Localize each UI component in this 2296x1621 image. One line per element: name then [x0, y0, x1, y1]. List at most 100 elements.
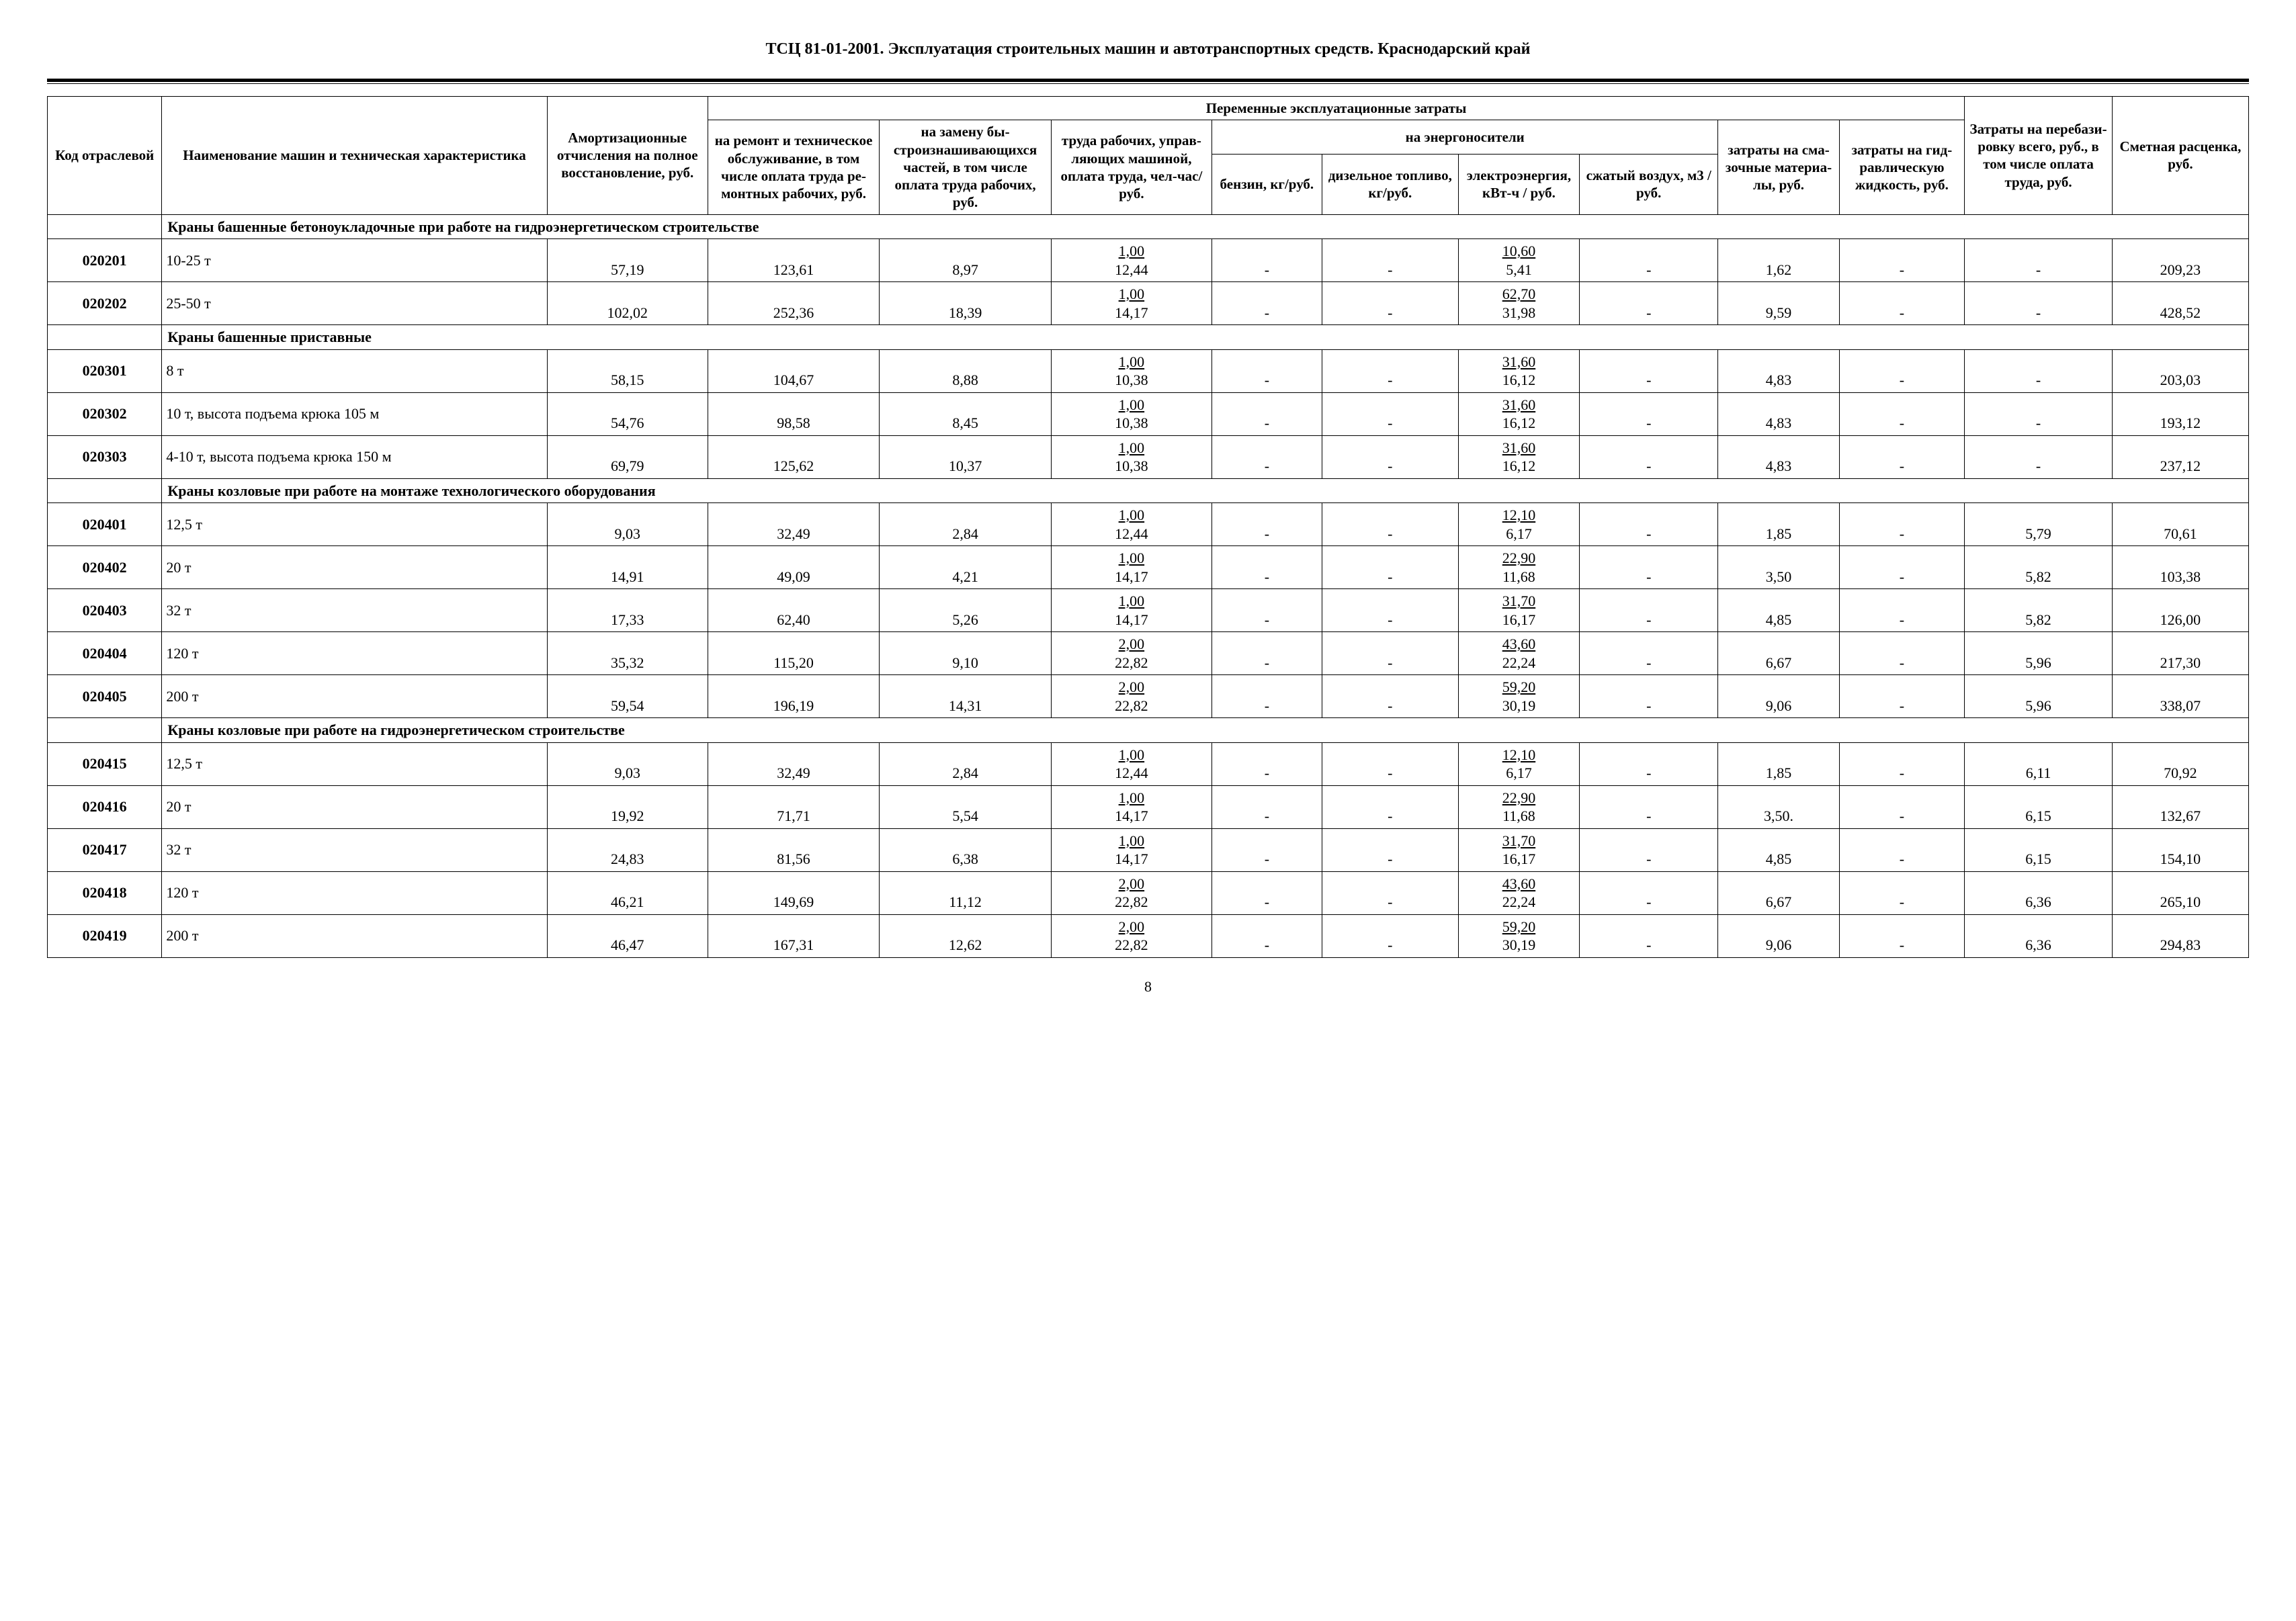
cell-stacked: 1,0010,38 — [1051, 435, 1211, 478]
cell-dash: - — [1322, 871, 1458, 914]
cell-dash: - — [1580, 546, 1718, 589]
th-electro: электро­энергия, кВт-ч / руб. — [1458, 155, 1579, 214]
cell-dash: - — [1580, 503, 1718, 546]
th-air: сжатый воздух, м3 / руб. — [1580, 155, 1718, 214]
cell-stacked: 1,0010,38 — [1051, 349, 1211, 392]
cell-dash: - — [1965, 282, 2112, 325]
section-row: Краны козловые при работе на монтаже тех… — [48, 478, 2249, 503]
cell-est: 193,12 — [2112, 392, 2248, 435]
cell-lube: 9,06 — [1718, 914, 1839, 957]
cell-name: 200 т — [162, 914, 547, 957]
cell-dash: - — [1322, 239, 1458, 282]
th-name: Наименование машин и техниче­ская характ… — [162, 97, 547, 215]
th-repair: на ремонт и техническое обслужива­ние, в… — [708, 120, 880, 214]
cell-dash: - — [1322, 435, 1458, 478]
cell-est: 70,61 — [2112, 503, 2248, 546]
cell-amort: 19,92 — [547, 785, 708, 828]
cell-dash: - — [1322, 282, 1458, 325]
cell-repair: 196,19 — [708, 675, 880, 718]
cell-stacked: 1,0012,44 — [1051, 239, 1211, 282]
table-row: 020419200 т46,47167,3112,622,0022,82--59… — [48, 914, 2249, 957]
cell-stacked: 2,0022,82 — [1051, 914, 1211, 957]
cell-lube: 4,85 — [1718, 589, 1839, 632]
cell-code: 020417 — [48, 828, 162, 871]
cell-dash: - — [1839, 871, 1965, 914]
cell-wear: 9,10 — [880, 632, 1052, 675]
cell-dash: - — [1839, 282, 1965, 325]
cell-dash: - — [1839, 742, 1965, 785]
cell-amort: 57,19 — [547, 239, 708, 282]
cell-dash: - — [1211, 239, 1322, 282]
cell-dash: - — [1580, 675, 1718, 718]
cell-code: 020404 — [48, 632, 162, 675]
cell-code: 020302 — [48, 392, 162, 435]
cell-name: 12,5 т — [162, 742, 547, 785]
cell-stacked: 59,2030,19 — [1458, 914, 1579, 957]
cell-amort: 9,03 — [547, 742, 708, 785]
cell-amort: 24,83 — [547, 828, 708, 871]
cell-value: 6,15 — [1965, 828, 2112, 871]
table-row: 02030210 т, высота подъема крюка 105 м54… — [48, 392, 2249, 435]
cell-dash: - — [1580, 871, 1718, 914]
table-row: 02020110-25 т57,19123,618,971,0012,44--1… — [48, 239, 2249, 282]
cell-name: 32 т — [162, 589, 547, 632]
cell-est: 103,38 — [2112, 546, 2248, 589]
section-row: Краны козловые при работе на гидроэнерге… — [48, 718, 2249, 743]
cell-dash: - — [1211, 546, 1322, 589]
cell-dash: - — [1322, 503, 1458, 546]
th-amort: Амортиза­ционные отчисления на полное во… — [547, 97, 708, 215]
cell-value: 5,96 — [1965, 632, 2112, 675]
cell-repair: 252,36 — [708, 282, 880, 325]
cell-stacked: 22,9011,68 — [1458, 785, 1579, 828]
cell-dash: - — [1211, 785, 1322, 828]
cell-amort: 58,15 — [547, 349, 708, 392]
th-estimate: Сметная рас­ценка, руб. — [2112, 97, 2248, 215]
cell-dash: - — [1839, 239, 1965, 282]
cell-dash: - — [1839, 675, 1965, 718]
cell-repair: 49,09 — [708, 546, 880, 589]
cell-est: 126,00 — [2112, 589, 2248, 632]
cell-est: 132,67 — [2112, 785, 2248, 828]
cell-dash: - — [1839, 914, 1965, 957]
cell-name: 12,5 т — [162, 503, 547, 546]
th-wear: на замену бы­строизнаши­вающихся частей,… — [880, 120, 1052, 214]
cell-est: 338,07 — [2112, 675, 2248, 718]
cell-lube: 4,85 — [1718, 828, 1839, 871]
cell-est: 217,30 — [2112, 632, 2248, 675]
cell-wear: 2,84 — [880, 503, 1052, 546]
section-title: Краны башенные приставные — [162, 325, 2249, 350]
cell-lube: 4,83 — [1718, 392, 1839, 435]
cell-dash: - — [1322, 546, 1458, 589]
cell-dash: - — [1580, 282, 1718, 325]
cell-amort: 54,76 — [547, 392, 708, 435]
cell-dash: - — [1839, 546, 1965, 589]
cell-code: 020405 — [48, 675, 162, 718]
table-row: 02041732 т24,8381,566,381,0014,17--31,70… — [48, 828, 2249, 871]
cell-name: 120 т — [162, 632, 547, 675]
cell-wear: 11,12 — [880, 871, 1052, 914]
cell-stacked: 59,2030,19 — [1458, 675, 1579, 718]
cell-dash: - — [1322, 349, 1458, 392]
cell-dash: - — [1322, 675, 1458, 718]
table-row: 0203018 т58,15104,678,881,0010,38--31,60… — [48, 349, 2249, 392]
cell-stacked: 2,0022,82 — [1051, 871, 1211, 914]
section-title: Краны козловые при работе на гидроэнерге… — [162, 718, 2249, 743]
cell-dash: - — [1839, 785, 1965, 828]
cell-dash: - — [1839, 828, 1965, 871]
cell-est: 209,23 — [2112, 239, 2248, 282]
cell-stacked: 31,7016,17 — [1458, 828, 1579, 871]
th-energy-group: на энергоносители — [1211, 120, 1717, 155]
rule-heavy — [47, 79, 2249, 82]
cell-dash: - — [1322, 589, 1458, 632]
cell-repair: 98,58 — [708, 392, 880, 435]
cell-lube: 3,50. — [1718, 785, 1839, 828]
cell-dash: - — [1839, 349, 1965, 392]
cell-stacked: 1,0010,38 — [1051, 392, 1211, 435]
cell-stacked: 1,0014,17 — [1051, 785, 1211, 828]
cell-repair: 125,62 — [708, 435, 880, 478]
cell-amort: 46,47 — [547, 914, 708, 957]
cell-amort: 59,54 — [547, 675, 708, 718]
table-row: 02020225-50 т102,02252,3618,391,0014,17-… — [48, 282, 2249, 325]
rule-thin — [47, 83, 2249, 84]
cell-stacked: 2,0022,82 — [1051, 675, 1211, 718]
